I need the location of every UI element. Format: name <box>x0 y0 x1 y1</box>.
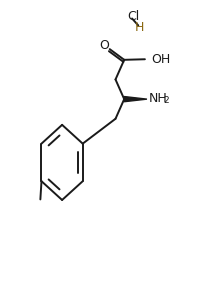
Polygon shape <box>124 97 146 102</box>
Text: Cl: Cl <box>127 10 139 23</box>
Text: NH: NH <box>148 92 167 105</box>
Text: OH: OH <box>150 53 170 66</box>
Text: 2: 2 <box>163 96 168 105</box>
Text: O: O <box>99 39 109 52</box>
Text: H: H <box>134 21 143 34</box>
